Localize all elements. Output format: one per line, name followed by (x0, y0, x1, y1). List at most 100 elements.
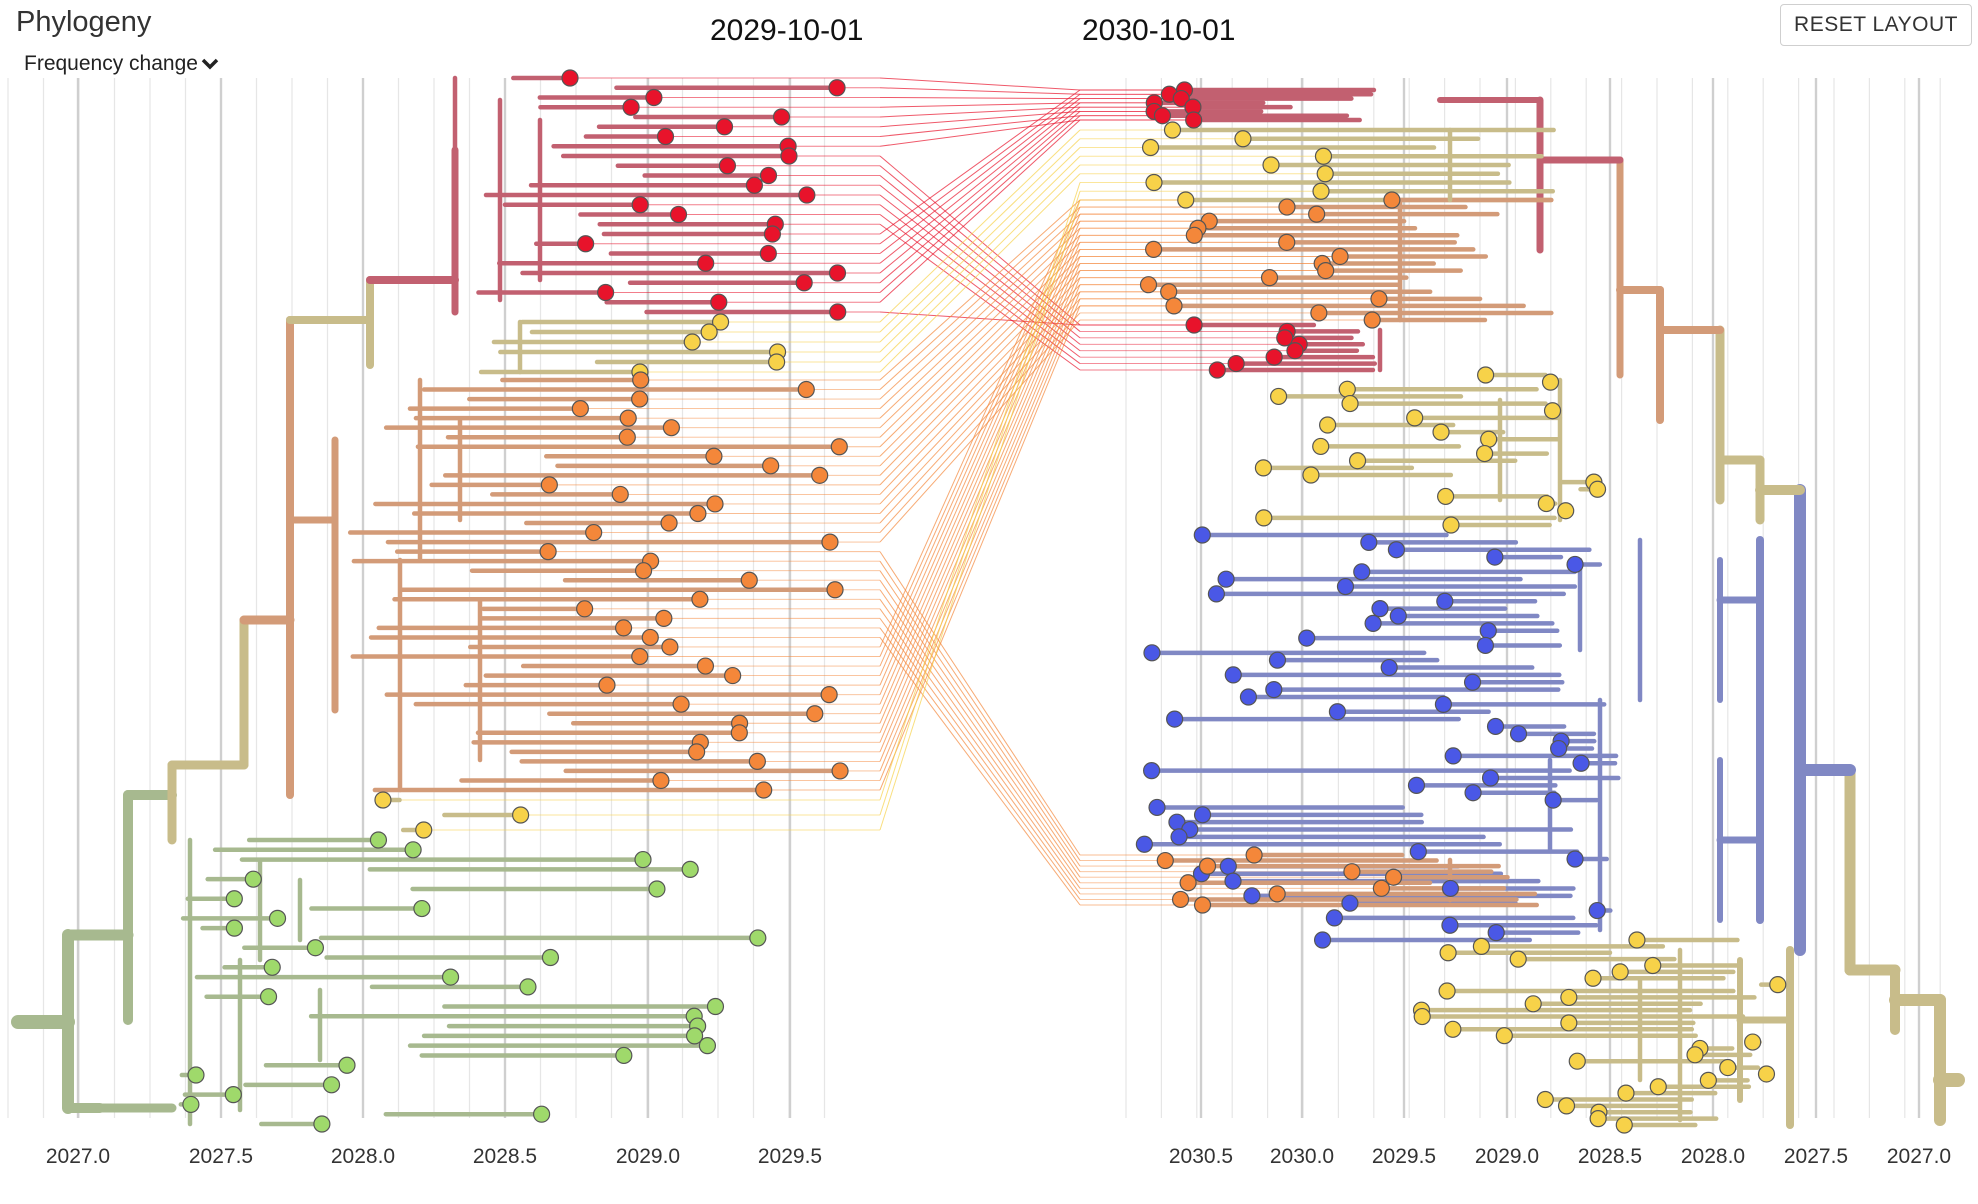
tip-node[interactable] (225, 919, 243, 937)
tip-node[interactable] (1142, 762, 1161, 780)
tip-node[interactable] (1432, 423, 1450, 441)
tip-node[interactable] (1617, 1084, 1635, 1102)
tip-node[interactable] (795, 274, 813, 292)
tip-node[interactable] (718, 157, 737, 175)
tip-node[interactable] (1269, 387, 1288, 406)
tip-node[interactable] (1310, 304, 1328, 322)
tip-node[interactable] (748, 752, 766, 770)
tip-node[interactable] (1227, 354, 1245, 373)
tip-node[interactable] (681, 860, 699, 878)
tip-node[interactable] (1444, 747, 1462, 765)
tip-node[interactable] (706, 997, 725, 1016)
tip-node[interactable] (1550, 739, 1568, 758)
tip-node[interactable] (1219, 857, 1237, 875)
tip-node[interactable] (652, 771, 670, 790)
tip-node[interactable] (611, 485, 629, 504)
tip-node[interactable] (1328, 703, 1347, 721)
tip-node[interactable] (1278, 233, 1296, 251)
tip-node[interactable] (1568, 1052, 1586, 1070)
tip-node[interactable] (441, 968, 460, 986)
tip-node[interactable] (811, 466, 829, 484)
tip-node[interactable] (1588, 480, 1607, 498)
tip-node[interactable] (1644, 956, 1662, 975)
tip-node[interactable] (1172, 89, 1190, 108)
tip-node[interactable] (1255, 509, 1273, 527)
tip-node[interactable] (1628, 931, 1646, 949)
tip-node[interactable] (1224, 666, 1242, 684)
tip-node[interactable] (1480, 430, 1498, 448)
tip-node[interactable] (730, 724, 748, 742)
tip-node[interactable] (648, 880, 666, 898)
tip-node[interactable] (1260, 269, 1279, 287)
tip-node[interactable] (614, 619, 633, 637)
tip-node[interactable] (532, 1105, 551, 1123)
tip-node[interactable] (369, 831, 388, 849)
tip-node[interactable] (1145, 240, 1163, 259)
tip-node[interactable] (1141, 138, 1160, 157)
tip-node[interactable] (1171, 890, 1190, 909)
tip-node[interactable] (244, 870, 262, 888)
tip-node[interactable] (1481, 769, 1500, 787)
tip-node[interactable] (1441, 916, 1459, 934)
tip-node[interactable] (571, 400, 589, 418)
tip-node[interactable] (1437, 487, 1455, 506)
tip-node[interactable] (1371, 600, 1389, 618)
tip-node[interactable] (1316, 165, 1334, 183)
tip-node[interactable] (685, 1027, 704, 1045)
tip-node[interactable] (1286, 342, 1304, 360)
tip-node[interactable] (631, 196, 649, 214)
tip-node[interactable] (1364, 614, 1382, 632)
tip-node[interactable] (1611, 963, 1629, 981)
tip-node[interactable] (1262, 156, 1280, 174)
tip-node[interactable] (706, 495, 724, 513)
tip-node[interactable] (661, 638, 679, 656)
tip-node[interactable] (187, 1066, 205, 1084)
tip-node[interactable] (1163, 121, 1182, 139)
tip-node[interactable] (689, 504, 707, 523)
tip-node[interactable] (696, 657, 715, 675)
tip-node[interactable] (745, 176, 764, 194)
tip-node[interactable] (691, 590, 709, 608)
tip-node[interactable] (806, 705, 824, 723)
tip-node[interactable] (1439, 944, 1457, 962)
tip-node[interactable] (1409, 843, 1427, 861)
tip-node[interactable] (1177, 191, 1195, 209)
tip-node[interactable] (1314, 147, 1333, 165)
tip-node[interactable] (1544, 791, 1562, 809)
tip-node[interactable] (1463, 673, 1482, 691)
tip-node[interactable] (1744, 1033, 1762, 1051)
tip-node[interactable] (1495, 1027, 1513, 1045)
tip-node[interactable] (598, 676, 616, 694)
tip-node[interactable] (1543, 402, 1562, 420)
tip-node[interactable] (1343, 863, 1361, 881)
tip-node[interactable] (225, 890, 243, 908)
tip-node[interactable] (415, 821, 433, 839)
tip-node[interactable] (641, 628, 659, 647)
tip-node[interactable] (338, 1056, 356, 1074)
tip-node[interactable] (1268, 885, 1286, 903)
tip-node[interactable] (1442, 516, 1460, 534)
tip-node[interactable] (1207, 585, 1226, 603)
tip-node[interactable] (1438, 982, 1456, 1000)
tip-node[interactable] (1319, 416, 1337, 434)
tip-node[interactable] (1524, 995, 1542, 1013)
tip-node[interactable] (634, 850, 652, 869)
tip-node[interactable] (1317, 261, 1335, 280)
tip-node[interactable] (1475, 444, 1494, 463)
tip-node[interactable] (268, 909, 287, 927)
tip-node[interactable] (618, 428, 636, 446)
tip-node[interactable] (1719, 1058, 1737, 1077)
tip-node[interactable] (1407, 776, 1426, 794)
tip-node[interactable] (634, 562, 653, 580)
tip-node[interactable] (1406, 409, 1424, 427)
tip-node[interactable] (1699, 1071, 1717, 1089)
tip-node[interactable] (1649, 1078, 1667, 1096)
tip-node[interactable] (1341, 394, 1359, 413)
tip-node[interactable] (672, 695, 690, 713)
tip-node[interactable] (711, 313, 730, 331)
tip-node[interactable] (1413, 1007, 1431, 1026)
tip-node[interactable] (1156, 851, 1174, 870)
tip-node[interactable] (830, 438, 848, 456)
tip-node[interactable] (1372, 879, 1390, 897)
tip-node[interactable] (1387, 541, 1405, 559)
